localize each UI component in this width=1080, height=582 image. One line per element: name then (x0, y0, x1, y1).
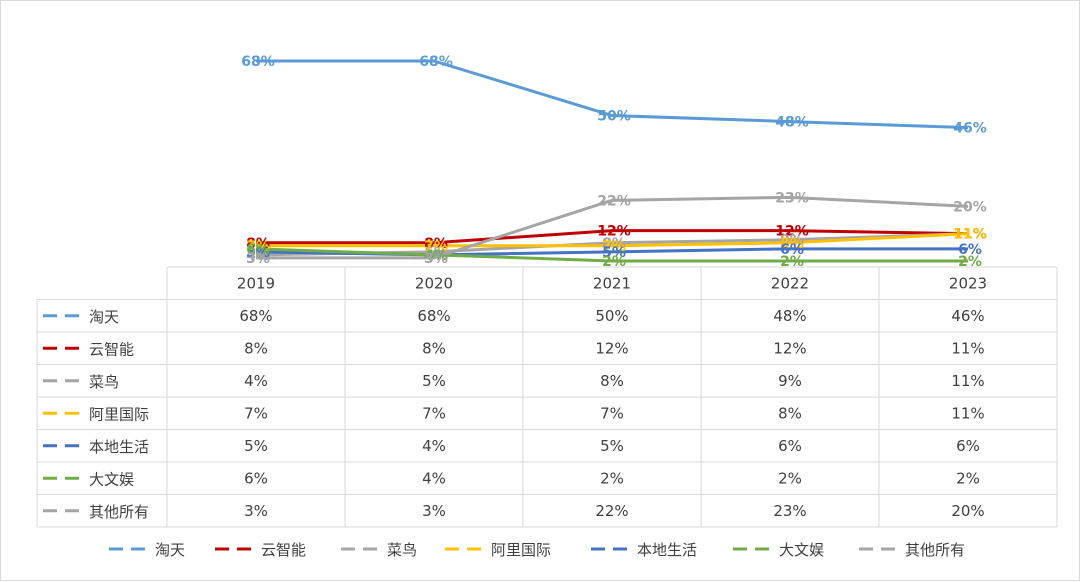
table-cell: 7% (600, 404, 624, 422)
table-cell: 12% (773, 339, 806, 357)
data-label: 8% (246, 236, 270, 252)
table-cell: 12% (595, 339, 628, 357)
legend-item: 其他所有 (905, 541, 965, 559)
table-cell: 3% (244, 502, 268, 520)
table-series-name: 云智能 (89, 340, 134, 358)
data-label: 48% (775, 115, 809, 131)
data-label: 46% (953, 121, 987, 137)
table-cell: 46% (951, 307, 984, 325)
data-label: 23% (775, 190, 809, 206)
x-tick-label: 2021 (593, 274, 631, 292)
table-cell: 20% (951, 502, 984, 520)
legend-item: 本地生活 (637, 541, 697, 559)
table-cell: 6% (778, 437, 802, 455)
data-label: 8% (780, 236, 804, 252)
data-label: 4% (424, 248, 448, 264)
table-cell: 2% (956, 469, 980, 487)
data-label: 11% (953, 227, 987, 243)
data-label: 68% (241, 54, 275, 70)
data-label: 7% (424, 239, 448, 255)
table-cell: 68% (239, 307, 272, 325)
table-cell: 11% (951, 339, 984, 357)
data-label: 3% (246, 251, 270, 267)
data-label: 4% (246, 248, 270, 264)
table-cell: 8% (778, 404, 802, 422)
data-label: 7% (246, 239, 270, 255)
table-cell: 9% (778, 372, 802, 390)
table-cell: 6% (244, 469, 268, 487)
table-cell: 7% (422, 404, 446, 422)
table-cell: 4% (422, 437, 446, 455)
table-cell: 3% (422, 502, 446, 520)
legend-item: 云智能 (261, 541, 306, 559)
data-label: 7% (602, 239, 626, 255)
series-line-3 (256, 232, 969, 248)
data-label: 5% (602, 245, 626, 261)
table-cell: 7% (244, 404, 268, 422)
table-cell: 5% (422, 372, 446, 390)
data-label: 9% (780, 233, 804, 249)
table-series-name: 阿里国际 (89, 405, 149, 423)
table-cell: 50% (595, 307, 628, 325)
data-label: 2% (602, 254, 626, 270)
table-series-name: 淘天 (89, 308, 119, 326)
data-label: 2% (958, 254, 982, 270)
series-line-1 (256, 229, 969, 245)
data-label: 68% (419, 54, 453, 70)
table-cell: 8% (422, 339, 446, 357)
series-line-6 (256, 195, 969, 260)
table-cell: 22% (595, 502, 628, 520)
data-label: 12% (597, 224, 631, 240)
table-series-name: 本地生活 (89, 438, 149, 456)
table-cell: 5% (244, 437, 268, 455)
legend-item: 阿里国际 (491, 541, 551, 559)
legend-item: 大文娱 (779, 541, 824, 559)
table-series-name: 大文娱 (89, 470, 134, 488)
table-cell: 4% (244, 372, 268, 390)
data-label: 6% (780, 242, 804, 258)
table-cell: 2% (778, 469, 802, 487)
data-label: 20% (953, 199, 987, 215)
data-label: 4% (424, 248, 448, 264)
data-label: 11% (953, 227, 987, 243)
data-label: 22% (597, 193, 631, 209)
table-cell: 5% (600, 437, 624, 455)
data-label: 12% (775, 224, 809, 240)
table-cell: 6% (956, 437, 980, 455)
data-label: 5% (424, 245, 448, 261)
legend-item: 淘天 (155, 541, 185, 559)
data-label: 11% (953, 227, 987, 243)
data-label: 50% (597, 109, 631, 125)
table-series-name: 其他所有 (89, 503, 149, 521)
data-label: 8% (602, 236, 626, 252)
table-cell: 11% (951, 372, 984, 390)
data-label: 6% (958, 242, 982, 258)
series-line-0 (256, 59, 969, 130)
table-cell: 2% (600, 469, 624, 487)
table-cell: 68% (417, 307, 450, 325)
series-line-5 (255, 247, 968, 263)
data-label: 6% (246, 242, 270, 258)
data-label: 2% (780, 254, 804, 270)
x-tick-label: 2019 (237, 274, 275, 292)
table-cell: 11% (951, 404, 984, 422)
table-cell: 8% (600, 372, 624, 390)
table-cell: 48% (773, 307, 806, 325)
data-label: 5% (246, 245, 270, 261)
table-cell: 8% (244, 339, 268, 357)
table-cell: 4% (422, 469, 446, 487)
x-tick-label: 2020 (415, 274, 453, 292)
data-label: 3% (424, 251, 448, 267)
table-cell: 23% (773, 502, 806, 520)
x-tick-label: 2023 (949, 274, 987, 292)
data-label: 8% (424, 236, 448, 252)
legend-item: 菜鸟 (387, 541, 417, 559)
table-series-name: 菜鸟 (89, 373, 119, 391)
x-tick-label: 2022 (771, 274, 809, 292)
